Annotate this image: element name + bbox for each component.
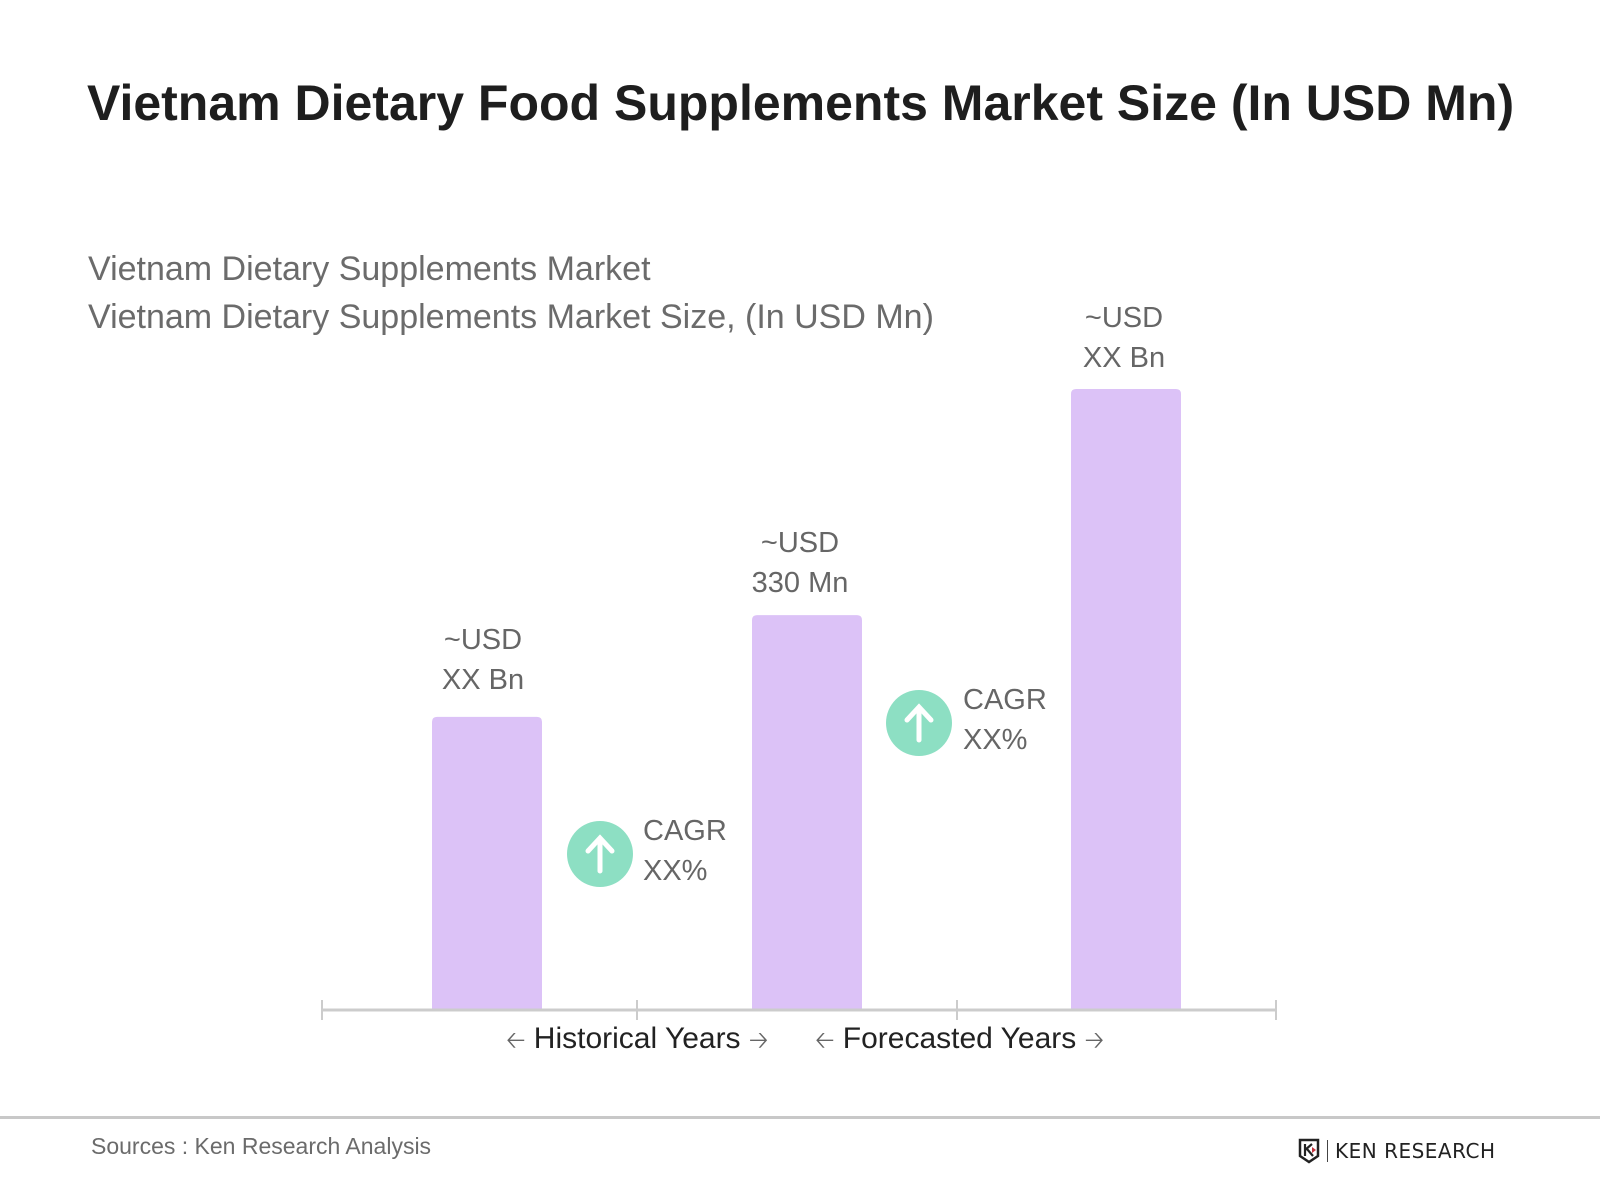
data-label-2-line1: ~USD — [760, 527, 840, 559]
data-label-1: ~USD XX Bn — [383, 620, 583, 700]
cagr-label-1: CAGR XX% — [643, 811, 727, 891]
cagr-label-1-value: XX% — [643, 855, 708, 887]
data-label-1-line1: ~USD — [443, 624, 523, 656]
bar-1 — [432, 716, 542, 1010]
bar-3 — [1071, 389, 1181, 1010]
cagr-label-2: CAGR XX% — [963, 680, 1047, 760]
footer-divider — [0, 1116, 1600, 1119]
cagr-label-1-title: CAGR — [643, 815, 727, 847]
cagr-label-2-value: XX% — [963, 724, 1028, 756]
chart-title: Vietnam Dietary Food Supplements Market … — [87, 75, 1515, 131]
arrow-right-icon: 🡢 — [1084, 1027, 1105, 1054]
cagr-label-2-title: CAGR — [963, 684, 1047, 716]
axis-group-forecasted: 🡠 Forecasted Years 🡢 — [815, 1022, 1104, 1064]
data-label-2: ~USD 330 Mn — [700, 523, 900, 603]
arrow-left-icon: 🡠 — [506, 1027, 526, 1054]
data-label-1-line2: XX Bn — [441, 664, 525, 696]
data-label-3-line2: XX Bn — [1082, 342, 1166, 374]
arrow-left-icon: 🡠 — [815, 1027, 835, 1054]
arrow-up-glyph-1 — [585, 834, 615, 874]
logo-text: KEN RESEARCH — [1335, 1139, 1496, 1163]
source-note: Sources : Ken Research Analysis — [91, 1133, 432, 1159]
bar-2 — [752, 615, 862, 1010]
chart-subtitle: Vietnam Dietary Supplements Market — [88, 250, 651, 288]
arrow-right-icon: 🡢 — [748, 1027, 769, 1054]
historical-years-label: Historical Years — [533, 1022, 741, 1055]
axis-group-historical: 🡠 Historical Years 🡢 — [506, 1022, 768, 1064]
chart-subtitle-2: Vietnam Dietary Supplements Market Size,… — [88, 298, 934, 336]
data-label-3-line1: ~USD — [1084, 302, 1164, 334]
data-label-2-line2: 330 Mn — [751, 567, 849, 599]
ken-research-logo: KEN RESEARCH — [1298, 1138, 1496, 1164]
forecasted-years-label: Forecasted Years — [842, 1022, 1077, 1055]
ken-shield-icon — [1298, 1138, 1320, 1164]
data-label-3: ~USD XX Bn — [1024, 298, 1224, 378]
arrow-up-glyph-2 — [904, 703, 934, 743]
